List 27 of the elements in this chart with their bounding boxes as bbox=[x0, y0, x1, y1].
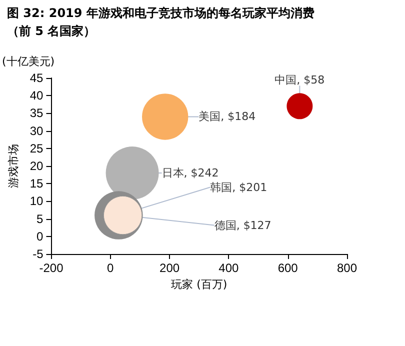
x-tick-label: 600 bbox=[278, 261, 298, 275]
y-tick-label: 35 bbox=[30, 106, 44, 120]
y-tick-label: 30 bbox=[30, 124, 44, 138]
x-axis-title: 玩家 (百万) bbox=[171, 278, 228, 291]
annotation: 韩国, $201 bbox=[210, 180, 268, 194]
annotation: 德国, $127 bbox=[214, 218, 272, 232]
y-axis-title: 游戏市场 bbox=[7, 144, 20, 188]
x-tick-label: 200 bbox=[160, 261, 180, 275]
y-tick-label: 10 bbox=[30, 194, 44, 208]
y-tick-label: -5 bbox=[32, 247, 44, 261]
y-tick-label: 40 bbox=[30, 88, 44, 103]
y-tick-label: 20 bbox=[30, 159, 44, 173]
x-tick-label: 800 bbox=[336, 261, 358, 275]
chart-subtitle: （前 5 名国家） bbox=[7, 24, 96, 38]
x-tick-label: 0 bbox=[107, 261, 114, 275]
text: (十亿美元) bbox=[2, 55, 55, 68]
annotation: 中国, $58 bbox=[274, 74, 325, 87]
y-tick-label: 25 bbox=[30, 141, 44, 156]
x-tick-label: -200 bbox=[39, 261, 64, 275]
y-tick-label: 5 bbox=[36, 212, 44, 226]
y-tick-label: 45 bbox=[30, 71, 44, 85]
annotation: 美国, $184 bbox=[198, 110, 256, 124]
y-tick-label: 0 bbox=[36, 229, 44, 244]
x-tick-label: 400 bbox=[218, 261, 240, 275]
annotation: 日本, $242 bbox=[162, 166, 219, 180]
chart-title: 图 32: 2019 年游戏和电子竞技市场的每名玩家平均消费 bbox=[7, 6, 314, 20]
y-tick-label: 15 bbox=[30, 176, 44, 191]
